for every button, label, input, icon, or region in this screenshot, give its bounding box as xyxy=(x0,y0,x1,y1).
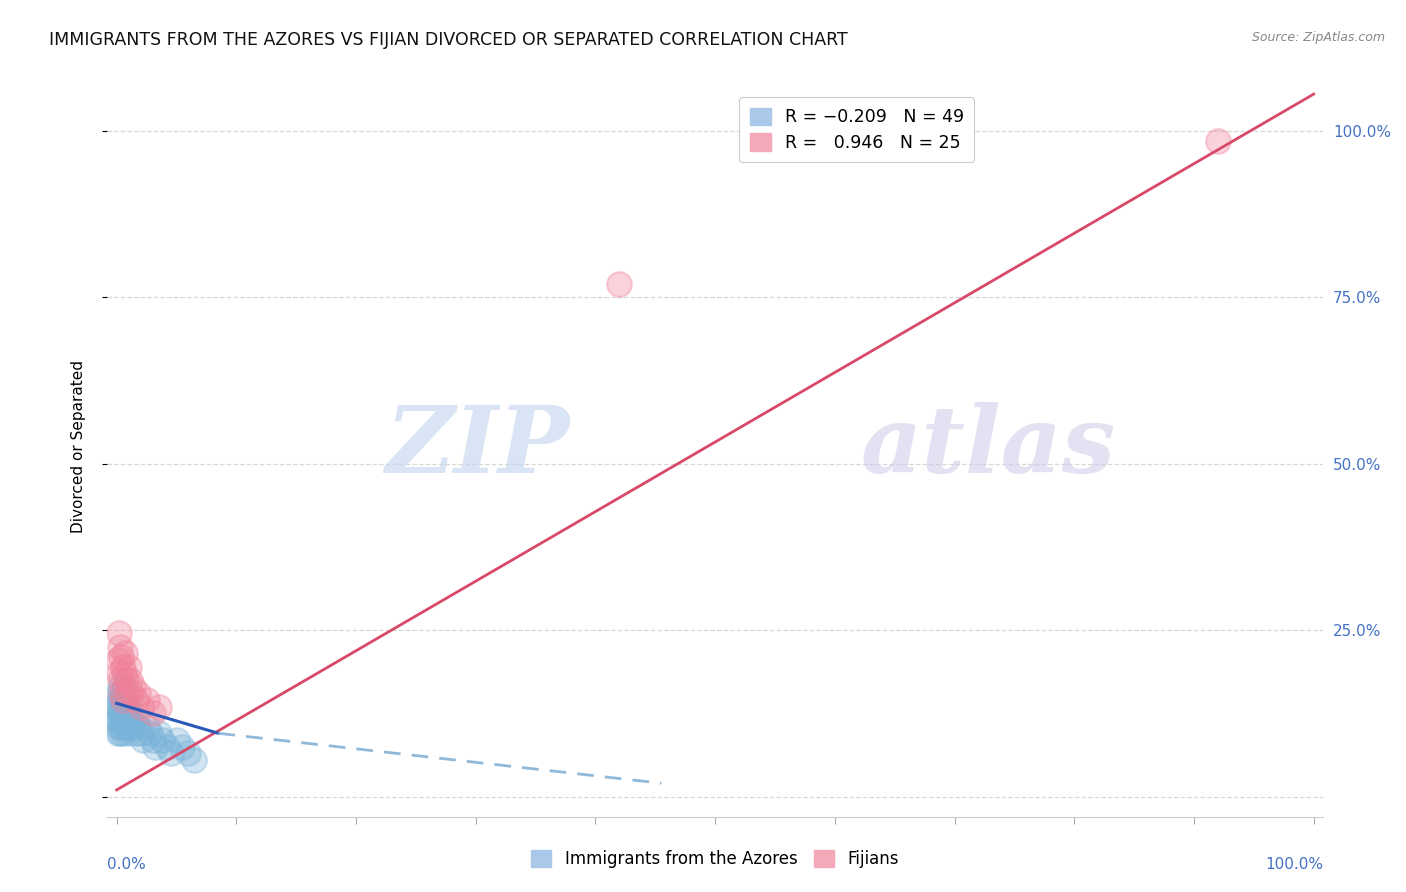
Point xyxy=(110,673,132,687)
Legend: Immigrants from the Azores, Fijians: Immigrants from the Azores, Fijians xyxy=(524,843,905,875)
Point xyxy=(112,680,135,694)
Point xyxy=(110,649,132,664)
Point xyxy=(156,739,179,754)
Point xyxy=(117,713,139,727)
Point xyxy=(110,680,132,694)
Point xyxy=(110,706,132,721)
Point xyxy=(117,699,139,714)
Point xyxy=(108,666,131,681)
Point xyxy=(127,686,149,700)
Point xyxy=(118,673,141,687)
Point xyxy=(120,713,142,727)
Point xyxy=(115,699,138,714)
Text: atlas: atlas xyxy=(860,402,1116,492)
Point xyxy=(183,753,205,767)
Point xyxy=(120,686,142,700)
Point xyxy=(117,686,139,700)
Point xyxy=(122,680,145,694)
Point xyxy=(143,739,166,754)
Point xyxy=(172,739,194,754)
Point xyxy=(112,699,135,714)
Point xyxy=(107,653,129,667)
Point xyxy=(129,726,152,740)
Point xyxy=(111,706,134,721)
Point xyxy=(114,693,136,707)
Point xyxy=(129,699,152,714)
Point xyxy=(108,706,131,721)
Point xyxy=(1206,134,1229,148)
Point xyxy=(124,726,146,740)
Point xyxy=(107,699,129,714)
Point xyxy=(108,720,131,734)
Text: IMMIGRANTS FROM THE AZORES VS FIJIAN DIVORCED OR SEPARATED CORRELATION CHART: IMMIGRANTS FROM THE AZORES VS FIJIAN DIV… xyxy=(49,31,848,49)
Point xyxy=(148,726,170,740)
Text: ZIP: ZIP xyxy=(385,402,569,492)
Point xyxy=(115,673,138,687)
Point xyxy=(110,699,132,714)
Point xyxy=(107,726,129,740)
Point xyxy=(115,720,138,734)
Point xyxy=(112,713,135,727)
Point xyxy=(135,720,157,734)
Text: Source: ZipAtlas.com: Source: ZipAtlas.com xyxy=(1251,31,1385,45)
Point xyxy=(609,277,631,291)
Point xyxy=(110,686,132,700)
Point xyxy=(110,720,132,734)
Y-axis label: Divorced or Separated: Divorced or Separated xyxy=(72,360,86,533)
Point xyxy=(125,693,148,707)
Point xyxy=(111,659,134,673)
Point xyxy=(121,720,143,734)
Point xyxy=(114,647,136,661)
Point xyxy=(150,733,173,747)
Point xyxy=(111,693,134,707)
Point xyxy=(135,693,157,707)
Point xyxy=(110,713,132,727)
Point xyxy=(132,733,155,747)
Point xyxy=(148,699,170,714)
Point xyxy=(139,726,162,740)
Point xyxy=(108,693,131,707)
Point xyxy=(127,720,149,734)
Point xyxy=(117,706,139,721)
Point xyxy=(114,706,136,721)
Point xyxy=(166,733,188,747)
Text: 0.0%: 0.0% xyxy=(107,857,146,872)
Point xyxy=(117,726,139,740)
Point xyxy=(118,706,141,721)
Point xyxy=(142,733,165,747)
Text: 100.0%: 100.0% xyxy=(1265,857,1323,872)
Point xyxy=(159,746,181,760)
Point xyxy=(108,626,131,640)
Point xyxy=(117,659,139,673)
Point xyxy=(110,640,132,654)
Point xyxy=(110,693,132,707)
Point xyxy=(108,686,131,700)
Point xyxy=(110,713,132,727)
Point xyxy=(142,706,165,721)
Point xyxy=(111,726,134,740)
Point xyxy=(111,686,134,700)
Point xyxy=(112,666,135,681)
Point xyxy=(125,713,148,727)
Point xyxy=(177,746,200,760)
Point xyxy=(110,726,132,740)
Point xyxy=(107,713,129,727)
